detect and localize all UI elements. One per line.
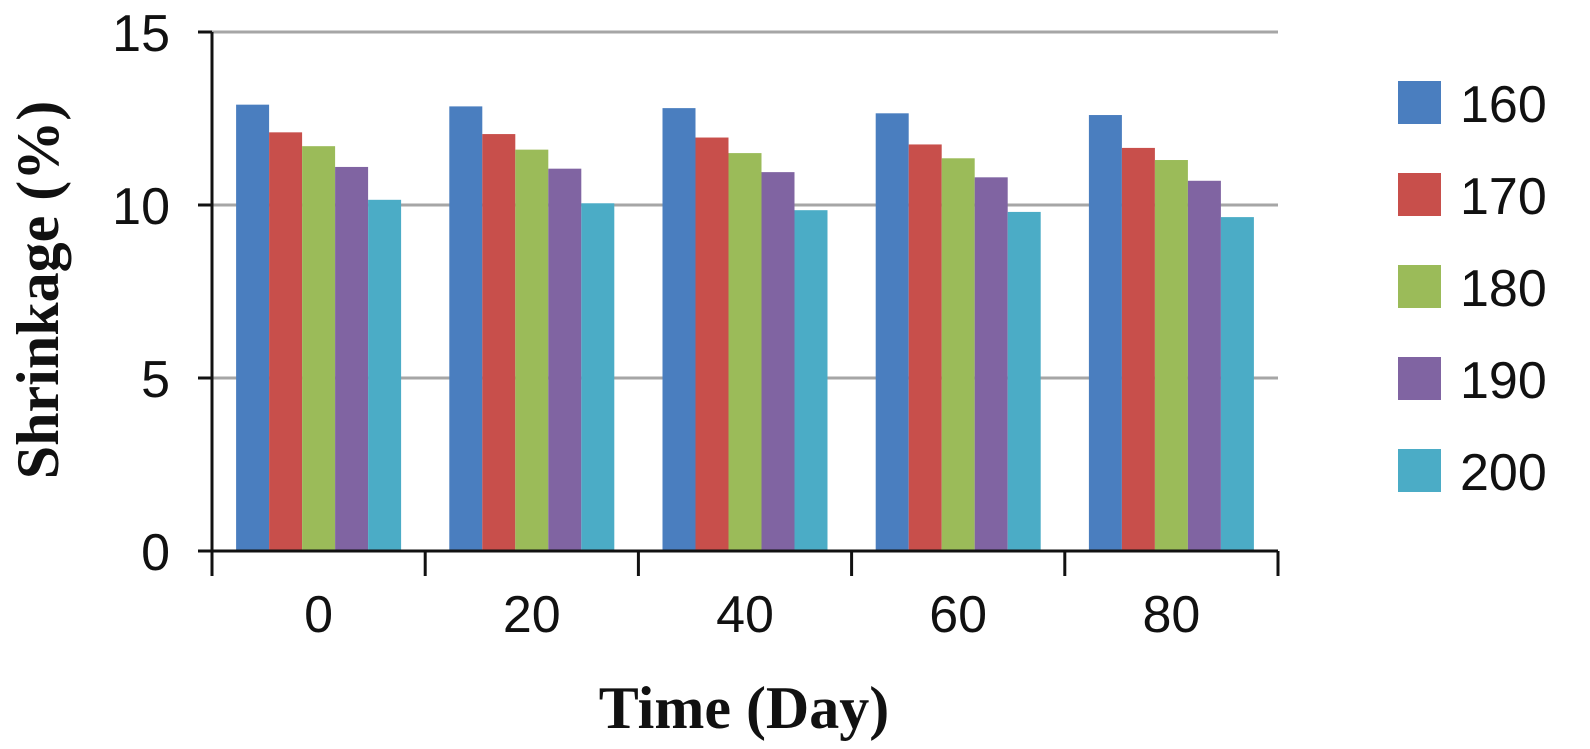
bar-180-day-60	[941, 158, 975, 552]
bar-170-day-60	[908, 144, 942, 551]
bar-170-day-20	[482, 134, 516, 551]
x-tick-label: 20	[503, 586, 561, 644]
legend-swatch-180	[1398, 265, 1441, 308]
x-tick-label: 0	[304, 586, 333, 644]
y-axis-label: Shrinkage (%)	[5, 101, 71, 479]
bar-170-day-0	[269, 132, 303, 551]
bar-190-day-20	[548, 168, 582, 552]
x-tick-label: 60	[929, 586, 987, 644]
bar-160-day-40	[662, 108, 696, 552]
bar-170-day-80	[1121, 147, 1155, 551]
bar-190-day-40	[761, 172, 795, 551]
bar-200-day-20	[581, 203, 615, 551]
x-tick-labels: 0 20 40 60 80	[304, 586, 1200, 644]
y-tick-label: 5	[141, 351, 170, 409]
legend-label-170: 170	[1460, 168, 1547, 226]
y-tick-label: 0	[141, 524, 170, 582]
legend-label-180: 180	[1460, 260, 1547, 318]
legend-swatch-200	[1398, 449, 1441, 492]
bar-190-day-60	[974, 177, 1008, 551]
axes	[198, 30, 1280, 576]
x-tick-label: 80	[1142, 586, 1200, 644]
y-tick-labels: 0 5 10 15	[112, 5, 170, 582]
y-tick-label: 15	[112, 5, 170, 63]
bar-200-day-60	[1007, 211, 1041, 552]
legend-label-160: 160	[1460, 76, 1547, 134]
bars	[236, 104, 1254, 552]
bar-190-day-0	[335, 166, 369, 551]
bar-160-day-0	[236, 104, 270, 551]
x-axis-label: Time (Day)	[599, 675, 890, 741]
legend-label-200: 200	[1460, 444, 1547, 502]
legend-swatch-190	[1398, 357, 1441, 400]
bar-180-day-20	[515, 149, 549, 551]
bar-200-day-40	[794, 210, 828, 551]
y-tick-label: 10	[112, 178, 170, 236]
bar-200-day-80	[1220, 217, 1254, 552]
x-tick-label: 40	[716, 586, 774, 644]
bar-170-day-40	[695, 137, 729, 551]
bar-180-day-40	[728, 153, 762, 551]
legend-swatch-170	[1398, 173, 1441, 216]
bar-180-day-80	[1154, 160, 1188, 551]
bar-160-day-20	[449, 106, 483, 551]
bar-180-day-0	[302, 146, 336, 551]
bar-190-day-80	[1187, 180, 1221, 551]
bar-160-day-80	[1088, 115, 1122, 551]
bar-160-day-60	[875, 113, 909, 551]
legend-label-190: 190	[1460, 352, 1547, 410]
legend: 160 170 180 190 200	[1398, 76, 1547, 502]
bar-200-day-0	[368, 199, 402, 551]
legend-swatch-160	[1398, 81, 1441, 124]
